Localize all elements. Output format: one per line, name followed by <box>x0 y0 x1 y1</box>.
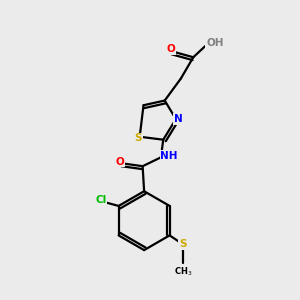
Text: NH: NH <box>160 151 178 161</box>
Text: OH: OH <box>206 38 224 48</box>
Text: O: O <box>116 157 124 167</box>
Text: S: S <box>179 239 187 249</box>
Text: N: N <box>174 114 183 124</box>
Text: CH$_3$: CH$_3$ <box>174 266 192 278</box>
Text: Cl: Cl <box>95 195 106 205</box>
Text: O: O <box>166 44 175 54</box>
Text: S: S <box>134 133 142 143</box>
